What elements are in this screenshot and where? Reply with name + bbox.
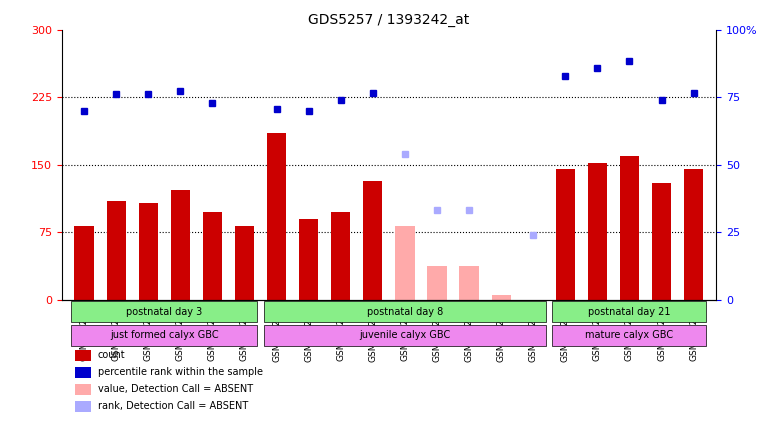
- Text: just formed calyx GBC: just formed calyx GBC: [110, 330, 219, 340]
- Bar: [460, 266, 479, 300]
- FancyBboxPatch shape: [71, 301, 257, 322]
- Bar: [75, 401, 91, 412]
- FancyBboxPatch shape: [553, 301, 706, 322]
- Bar: [203, 212, 222, 300]
- Text: postnatal day 3: postnatal day 3: [126, 307, 203, 316]
- Bar: [427, 266, 447, 300]
- FancyBboxPatch shape: [553, 324, 706, 346]
- Text: value, Detection Call = ABSENT: value, Detection Call = ABSENT: [98, 384, 253, 394]
- Bar: [652, 183, 671, 300]
- Text: postnatal day 21: postnatal day 21: [588, 307, 671, 316]
- Bar: [75, 350, 91, 361]
- Bar: [491, 295, 511, 300]
- Bar: [620, 156, 639, 300]
- Bar: [556, 169, 575, 300]
- Bar: [299, 219, 318, 300]
- Bar: [75, 384, 91, 395]
- Bar: [363, 181, 383, 300]
- Bar: [106, 201, 126, 300]
- Bar: [684, 169, 703, 300]
- FancyBboxPatch shape: [263, 301, 546, 322]
- Bar: [331, 212, 350, 300]
- Text: count: count: [98, 350, 126, 360]
- Bar: [75, 226, 94, 300]
- Bar: [235, 226, 254, 300]
- FancyBboxPatch shape: [263, 324, 546, 346]
- FancyBboxPatch shape: [71, 324, 257, 346]
- Text: postnatal day 8: postnatal day 8: [367, 307, 443, 316]
- Text: juvenile calyx GBC: juvenile calyx GBC: [360, 330, 450, 340]
- Title: GDS5257 / 1393242_at: GDS5257 / 1393242_at: [308, 13, 470, 27]
- Bar: [139, 203, 158, 300]
- Bar: [395, 226, 414, 300]
- Text: mature calyx GBC: mature calyx GBC: [585, 330, 674, 340]
- Bar: [267, 133, 286, 300]
- Text: rank, Detection Call = ABSENT: rank, Detection Call = ABSENT: [98, 401, 248, 411]
- Bar: [171, 190, 190, 300]
- Bar: [588, 163, 607, 300]
- Text: percentile rank within the sample: percentile rank within the sample: [98, 367, 263, 377]
- Bar: [75, 367, 91, 378]
